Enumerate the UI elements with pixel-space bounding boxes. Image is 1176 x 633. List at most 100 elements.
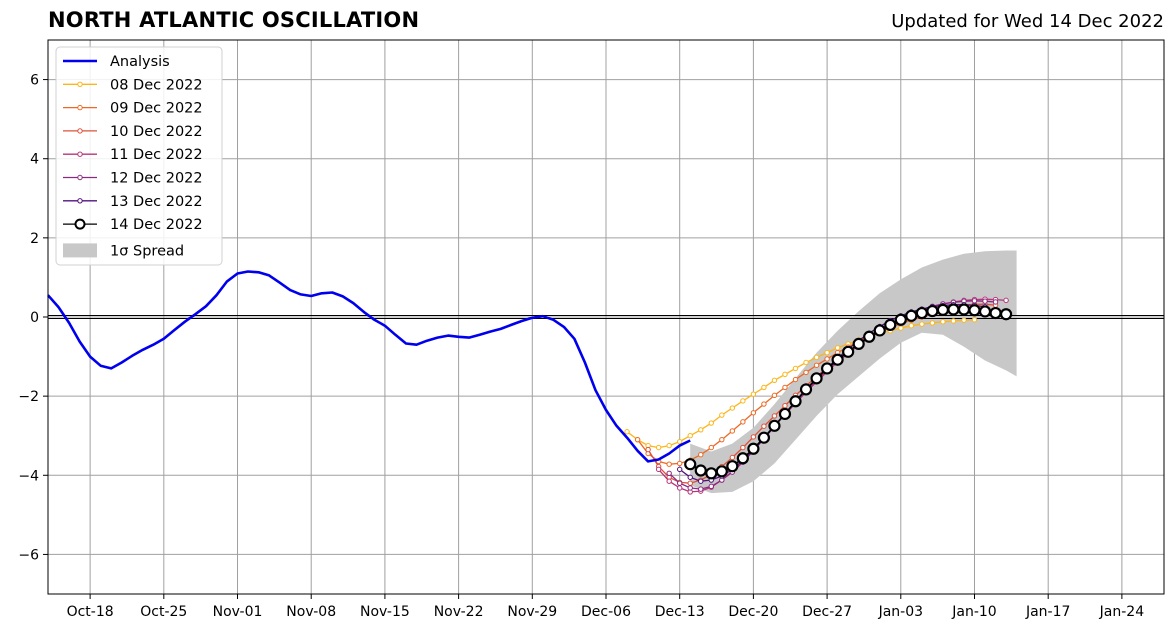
series-point (757, 431, 771, 444)
series-point (666, 461, 672, 467)
y-tick-label: 0 (30, 310, 39, 326)
series-point (947, 303, 960, 316)
series-point (687, 433, 693, 439)
legend-swatch-marker (77, 198, 83, 204)
legend-swatch-marker (77, 174, 83, 181)
series-point (894, 313, 907, 326)
series-point (810, 372, 823, 385)
x-tick-label: Nov-01 (213, 604, 263, 620)
series-point (676, 480, 683, 486)
series-point (782, 402, 788, 409)
legend-label: 11 Dec 2022 (110, 147, 203, 163)
series-point (1003, 297, 1009, 304)
series-point (940, 319, 946, 325)
series-point (645, 446, 651, 453)
series-point (831, 353, 844, 366)
series-point (863, 330, 876, 343)
series-point (719, 412, 725, 418)
series-point (736, 452, 749, 465)
legend-swatch-marker (77, 81, 83, 88)
series-point (992, 299, 999, 305)
legend-label: 1σ Spread (110, 243, 184, 259)
series-point (708, 420, 714, 426)
series-point (799, 383, 813, 396)
series-point (729, 428, 736, 434)
legend-swatch-marker (77, 104, 83, 111)
series-point (750, 434, 757, 440)
x-tick-label: Dec-13 (655, 604, 705, 620)
x-tick-label: Oct-25 (140, 604, 187, 620)
series-point (761, 384, 767, 391)
series-point (666, 478, 672, 484)
series-point (719, 436, 725, 443)
series-point (768, 419, 781, 432)
series-point (676, 485, 683, 491)
chart-title: NORTH ATLANTIC OSCILLATION (48, 8, 420, 32)
legend-swatch-spread (63, 243, 97, 258)
x-tick-label: Jan-24 (1099, 604, 1145, 620)
x-tick-label: Nov-15 (360, 604, 410, 620)
series-point (982, 298, 988, 304)
series-point (961, 317, 967, 323)
analysis-line (47, 270, 691, 463)
series-line-08-dec-2022 (626, 319, 975, 449)
series-point (978, 305, 992, 318)
legend-label: 10 Dec 2022 (110, 124, 203, 140)
series-point (771, 392, 778, 399)
series-point (676, 460, 683, 467)
series-point (778, 407, 792, 421)
series-point (666, 442, 672, 449)
x-tick-label: Jan-10 (951, 604, 996, 620)
y-tick-label: 4 (30, 152, 39, 168)
series-point (957, 303, 971, 316)
series-point (908, 323, 915, 329)
series-point (915, 306, 928, 320)
series-point (824, 349, 830, 356)
x-tick-label: Nov-22 (434, 604, 484, 620)
x-tick-label: Nov-29 (507, 604, 557, 620)
series-point (782, 371, 788, 378)
series-point (971, 317, 978, 323)
series-point (698, 427, 704, 433)
series-point (729, 405, 736, 411)
series-point (666, 470, 672, 477)
series-point (884, 318, 897, 332)
series-point (968, 304, 981, 317)
series-point (820, 362, 834, 375)
series-point (824, 356, 830, 362)
legend-label: 12 Dec 2022 (110, 171, 203, 187)
x-tick-label: Dec-27 (802, 604, 852, 620)
x-tick-label: Dec-20 (728, 604, 778, 620)
series-point (929, 320, 936, 326)
series-point (729, 454, 736, 461)
series-point (792, 365, 799, 372)
legend-swatch-marker (77, 151, 83, 157)
series-point (726, 460, 739, 473)
legend-label: Analysis (110, 54, 170, 70)
series-point (676, 438, 683, 445)
legend-label: 08 Dec 2022 (110, 77, 203, 93)
y-tick-label: −6 (18, 547, 39, 563)
series-point (842, 345, 855, 358)
series-point (684, 458, 697, 471)
series-point (634, 436, 641, 443)
x-tick-label: Nov-08 (286, 604, 336, 620)
series-point (919, 321, 925, 327)
series-point (687, 474, 693, 480)
series-point (873, 324, 886, 337)
y-tick-label: −2 (18, 389, 39, 405)
legend-label: 09 Dec 2022 (110, 101, 203, 117)
series-point (803, 369, 809, 376)
x-tick-label: Dec-06 (581, 604, 631, 620)
series-point (624, 429, 630, 435)
series-point (687, 485, 693, 491)
series-point (926, 304, 939, 318)
legend-swatch-marker (77, 128, 83, 134)
series-point (782, 384, 788, 391)
legend-swatch-marker (74, 218, 86, 230)
series-point (687, 480, 693, 486)
series-point (813, 354, 820, 361)
chart-subtitle: Updated for Wed 14 Dec 2022 (891, 11, 1164, 32)
series-point (771, 377, 778, 384)
